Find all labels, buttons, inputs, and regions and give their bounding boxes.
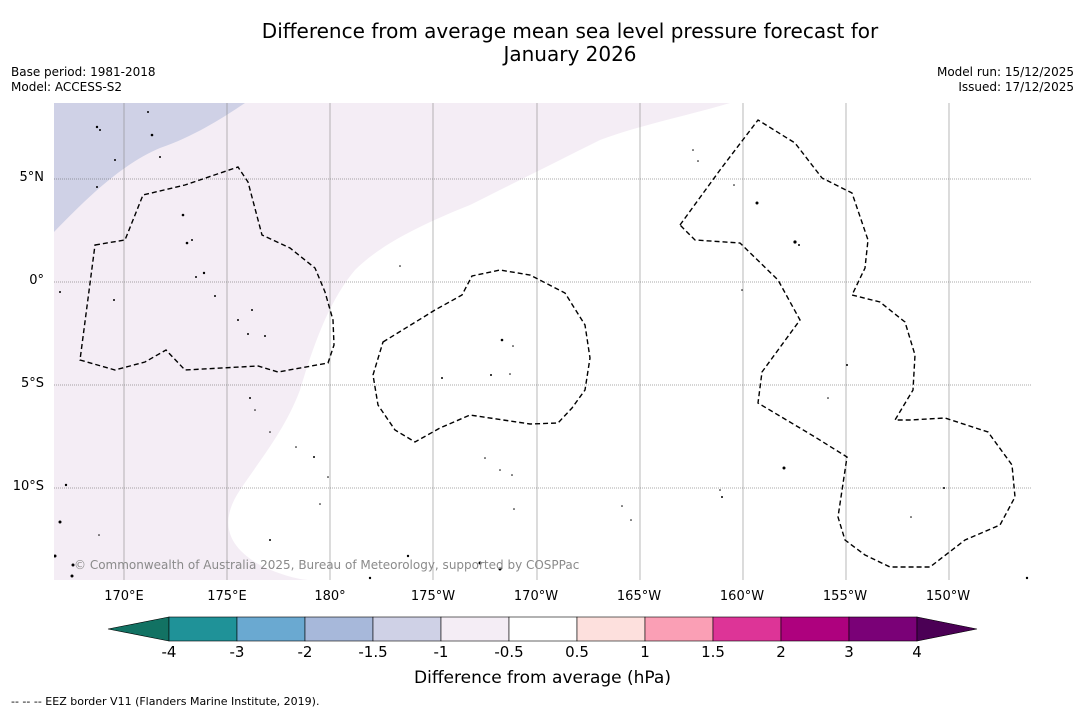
colorbar-segment xyxy=(508,616,578,642)
lon-label: 155°W xyxy=(822,589,868,604)
lon-label: 170°E xyxy=(104,589,144,604)
colorbar-segment xyxy=(168,616,238,642)
colorbar-segment xyxy=(576,616,646,642)
issued-date: Issued: 17/12/2025 xyxy=(958,80,1074,94)
colorbar-segment xyxy=(440,616,510,642)
colorbar-tick-label: 2 xyxy=(776,643,786,661)
lon-label: 175°W xyxy=(410,589,456,604)
island-specks xyxy=(54,111,1029,580)
colorbar-segment xyxy=(644,616,714,642)
colorbar-extend-high xyxy=(916,616,978,642)
colorbar-segment xyxy=(304,616,374,642)
colorbar-segment xyxy=(780,616,850,642)
lon-label: 165°W xyxy=(616,589,662,604)
title-line-2: January 2026 xyxy=(503,42,637,66)
meta-left: Base period: 1981-2018 Model: ACCESS-S2 xyxy=(11,65,156,95)
colorbar-extend-low xyxy=(107,616,170,642)
colorbar-segment xyxy=(712,616,782,642)
model-name: Model: ACCESS-S2 xyxy=(11,80,123,94)
colorbar-tick-label: 1.5 xyxy=(701,643,725,661)
lon-label: 160°W xyxy=(719,589,765,604)
lat-label: 0° xyxy=(29,273,44,288)
colorbar-segment xyxy=(236,616,306,642)
lon-label: 170°W xyxy=(513,589,559,604)
eez-border-east xyxy=(679,119,1016,568)
colorbar-label: Difference from average (hPa) xyxy=(414,668,671,688)
meta-right: Model run: 15/12/2025 Issued: 17/12/2025 xyxy=(937,65,1074,95)
colorbar-segment xyxy=(848,616,918,642)
lat-label: 5°S xyxy=(20,376,44,391)
colorbar-tick-label: 3 xyxy=(844,643,854,661)
colorbar-tick-label: -2 xyxy=(297,643,313,661)
lat-label: 5°N xyxy=(19,170,45,185)
colorbar-tick-label: -1 xyxy=(433,643,449,661)
lon-label: 175°E xyxy=(207,589,247,604)
model-run: Model run: 15/12/2025 xyxy=(936,65,1074,79)
base-period: Base period: 1981-2018 xyxy=(11,65,156,79)
colorbar-tick-label: -0.5 xyxy=(494,643,524,661)
colorbar-tick-label: 0.5 xyxy=(565,643,589,661)
eez-border-west xyxy=(79,166,335,373)
pressure-band-minus-0-5 xyxy=(54,103,730,580)
lon-label: 150°W xyxy=(925,589,971,604)
colorbar-tick-label: 1 xyxy=(640,643,650,661)
colorbar-tick-label: 4 xyxy=(912,643,922,661)
colorbar-tick-label: -3 xyxy=(229,643,245,661)
title-line-1: Difference from average mean sea level p… xyxy=(261,19,879,43)
colorbar-segment xyxy=(372,616,442,642)
colorbar-tick-label: -1.5 xyxy=(358,643,388,661)
chart-title: Difference from average mean sea level p… xyxy=(0,20,1085,66)
pressure-band-minus-1 xyxy=(54,103,245,232)
map-area xyxy=(54,103,1031,580)
lat-label: 10°S xyxy=(12,479,44,494)
colorbar-tick-label: -4 xyxy=(161,643,177,661)
lon-label: 180° xyxy=(314,589,346,604)
eez-legend-note: -- -- -- EEZ border V11 (Flanders Marine… xyxy=(11,695,320,708)
lon-grid xyxy=(123,103,950,580)
copyright-note: © Commonwealth of Australia 2025, Bureau… xyxy=(74,558,580,572)
